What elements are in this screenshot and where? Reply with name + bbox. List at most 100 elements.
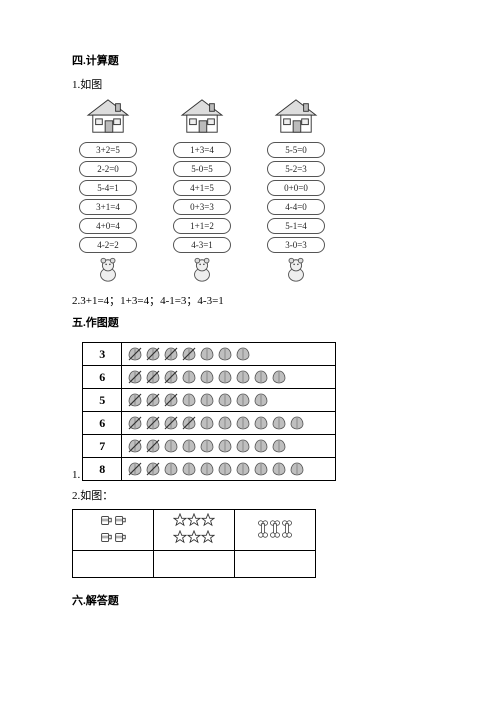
shape-icon [113,530,127,547]
leaf-icon [253,369,269,385]
house-icon [271,98,321,136]
equation-bubble: 4-3=1 [173,237,231,253]
section-6-heading: 六.解答题 [72,592,440,608]
cells-figure [72,509,316,578]
blank-cell [235,551,316,578]
table-row: 6 [83,366,336,389]
leaf-icon [253,415,269,431]
leaf-icon [145,369,161,385]
leaf-table-label: 1. [72,469,80,483]
leaf-icon [217,369,233,385]
row-number: 5 [83,389,122,412]
section-4-heading: 四.计算题 [72,52,440,68]
row-icons [122,412,336,435]
leaf-icon [235,392,251,408]
leaf-icon [271,369,287,385]
equation-bubble: 4-2=2 [79,237,137,253]
table-row: 6 [83,412,336,435]
leaf-table: 365678 [82,342,336,481]
leaf-icon [127,461,143,477]
leaf-icon [127,438,143,454]
equation-bubble: 5-0=5 [173,161,231,177]
table-row: 8 [83,458,336,481]
row-icons [122,343,336,366]
leaf-icon [217,461,233,477]
shape-icon [113,513,127,530]
house-column: 5-5=05-2=30+0=04-4=05-1=43-0=3 [260,98,332,284]
leaf-icon [181,438,197,454]
table-row: 5 [83,389,336,412]
cells-row-icons [73,510,316,551]
row-icons [122,435,336,458]
leaf-icon [181,369,197,385]
row-number: 7 [83,435,122,458]
leaf-icon [217,346,233,362]
leaf-icon [145,346,161,362]
q2-equations: 2.3+1=4；1+3=4；4-1=3；4-3=1 [72,292,440,308]
leaf-icon [145,438,161,454]
shape-icon [99,530,113,547]
shape-icon [281,519,293,542]
leaf-icon [163,346,179,362]
leaf-icon [253,438,269,454]
leaf-icon [217,438,233,454]
equation-bubble: 1+1=2 [173,218,231,234]
leaf-icon [289,461,305,477]
house-column: 3+2=52-2=05-4=13+1=44+0=44-2=2 [72,98,144,284]
row-icons [122,366,336,389]
leaf-icon [181,346,197,362]
leaf-icon [163,415,179,431]
leaf-icon [217,415,233,431]
cells-row-blank [73,551,316,578]
row-number: 3 [83,343,122,366]
leaf-icon [199,415,215,431]
row-icons [122,389,336,412]
leaf-icon [271,438,287,454]
leaf-icon [145,461,161,477]
equation-bubble: 5-1=4 [267,218,325,234]
leaf-icon [271,415,287,431]
leaf-icon [271,461,287,477]
cell-bones [235,510,316,551]
equation-bubble: 1+3=4 [173,142,231,158]
leaf-icon [199,369,215,385]
row-number: 8 [83,458,122,481]
leaf-icon [235,369,251,385]
shape-icon [201,513,215,530]
shape-icon [269,519,281,542]
leaf-icon [235,346,251,362]
row-icons [122,458,336,481]
shape-icon [187,530,201,547]
shape-icon [173,530,187,547]
shape-icon [201,530,215,547]
row-number: 6 [83,412,122,435]
cell-stars [154,510,235,551]
leaf-icon [127,415,143,431]
leaf-icon [127,392,143,408]
table-row: 3 [83,343,336,366]
equation-bubble: 0+3=3 [173,199,231,215]
leaf-icon [181,392,197,408]
row-number: 6 [83,366,122,389]
shape-icon [99,513,113,530]
equation-bubble: 4+1=5 [173,180,231,196]
equation-bubble: 3+2=5 [79,142,137,158]
equation-bubble: 4+0=4 [79,218,137,234]
leaf-icon [163,392,179,408]
leaf-icon [163,438,179,454]
page-root: 四.计算题 1.如图 3+2=52-2=05-4=13+1=44+0=44-2=… [0,0,500,636]
house-icon [177,98,227,136]
leaf-icon [253,392,269,408]
house-icon [83,98,133,136]
equation-bubble: 5-2=3 [267,161,325,177]
leaf-icon [253,461,269,477]
leaf-icon [235,461,251,477]
leaf-icon [163,461,179,477]
equation-bubble: 3-0=3 [267,237,325,253]
leaf-icon [235,438,251,454]
leaf-icon [235,415,251,431]
house-columns-figure: 3+2=52-2=05-4=13+1=44+0=44-2=21+3=45-0=5… [72,98,440,284]
equation-bubble: 3+1=4 [79,199,137,215]
shape-icon [187,513,201,530]
leaf-icon [127,346,143,362]
